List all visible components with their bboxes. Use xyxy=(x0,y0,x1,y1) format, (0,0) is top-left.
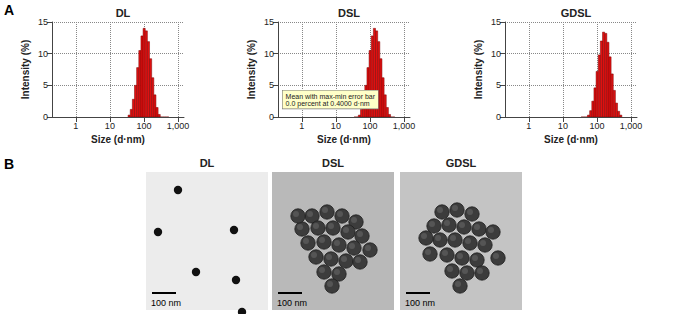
svg-text:Size (d·nm): Size (d·nm) xyxy=(317,134,371,145)
svg-text:Size (d·nm): Size (d·nm) xyxy=(91,134,145,145)
svg-text:10: 10 xyxy=(558,121,568,131)
svg-text:DSL: DSL xyxy=(338,7,360,19)
html-text:B: B xyxy=(4,156,15,172)
svg-text:100 nm: 100 nm xyxy=(151,298,181,308)
svg-text:GDSL: GDSL xyxy=(446,157,477,169)
svg-text:15: 15 xyxy=(264,17,274,27)
svg-text:100 nm: 100 nm xyxy=(277,298,307,308)
svg-text:100: 100 xyxy=(362,121,377,131)
svg-text:1: 1 xyxy=(526,121,531,131)
svg-text:DSL: DSL xyxy=(322,157,344,169)
svg-text:10: 10 xyxy=(491,49,501,59)
svg-text:0: 0 xyxy=(43,112,48,122)
svg-text:1: 1 xyxy=(299,121,304,131)
svg-text:10: 10 xyxy=(38,49,48,59)
svg-text:15: 15 xyxy=(38,17,48,27)
svg-text:1: 1 xyxy=(73,121,78,131)
html-text:A: A xyxy=(4,2,15,18)
svg-text:Size (d·nm): Size (d·nm) xyxy=(544,134,598,145)
svg-text:5: 5 xyxy=(269,80,274,90)
svg-text:Mean with max-min error bar: Mean with max-min error bar xyxy=(286,93,376,100)
svg-text:GDSL: GDSL xyxy=(561,7,592,19)
svg-text:5: 5 xyxy=(43,80,48,90)
svg-text:0: 0 xyxy=(496,112,501,122)
svg-text:10: 10 xyxy=(105,121,115,131)
svg-text:100 nm: 100 nm xyxy=(405,298,435,308)
svg-text:Intensity (%): Intensity (%) xyxy=(473,40,484,99)
svg-text:1,000: 1,000 xyxy=(393,121,416,131)
svg-text:Intensity (%): Intensity (%) xyxy=(246,40,257,99)
svg-text:100: 100 xyxy=(136,121,151,131)
svg-text:1,000: 1,000 xyxy=(620,121,643,131)
svg-text:1,000: 1,000 xyxy=(167,121,190,131)
svg-text:DL: DL xyxy=(200,157,215,169)
svg-text:5: 5 xyxy=(496,80,501,90)
svg-text:DL: DL xyxy=(116,7,131,19)
svg-text:10: 10 xyxy=(331,121,341,131)
svg-text:15: 15 xyxy=(491,17,501,27)
svg-text:100: 100 xyxy=(589,121,604,131)
svg-text:Intensity (%): Intensity (%) xyxy=(20,40,31,99)
svg-text:0: 0 xyxy=(269,112,274,122)
svg-text:10: 10 xyxy=(264,49,274,59)
svg-text:0.0 percent at 0.4000 d·nm: 0.0 percent at 0.4000 d·nm xyxy=(286,100,370,108)
